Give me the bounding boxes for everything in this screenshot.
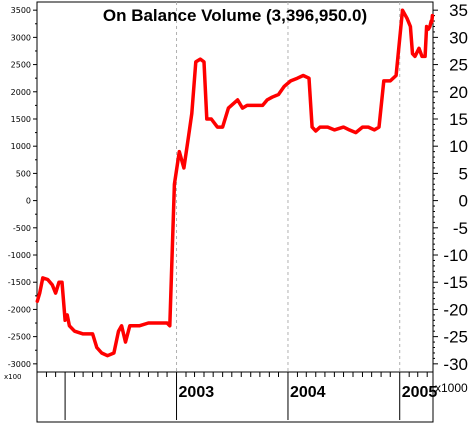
right-tick-label--10: -10 [443,246,468,265]
right-tick-label-0: 0 [459,192,468,211]
right-unit-label: x1000 [435,381,468,395]
right-tick-label--20: -20 [443,300,468,319]
x-tick-label-2005: 2005 [402,384,438,401]
left-tick-label--500: -500 [13,224,31,233]
right-tick-label-5: 5 [459,164,468,183]
right-tick-label-15: 15 [449,110,468,129]
left-tick-label-2000: 2000 [11,88,31,97]
left-tick-label-3000: 3000 [11,33,31,42]
left-unit-label: x100 [4,373,22,381]
series-layer [35,8,435,358]
left-tick-label-2500: 2500 [11,61,31,70]
x-axis: 2003 2004 2005 [45,372,438,420]
year-gridlines [176,2,401,372]
right-tick-label-35: 35 [449,1,468,20]
right-tick-label--25: -25 [443,328,468,347]
x-tick-label-2003: 2003 [179,384,215,401]
left-tick-label-500: 500 [16,169,31,178]
right-y-axis: 35 30 25 20 15 10 5 0 -5 -10 -15 -20 -25 -30 [433,1,468,374]
x-axis-strip [36,371,434,423]
right-tick-label-25: 25 [449,56,468,75]
right-tick-label-20: 20 [449,83,468,102]
right-tick-label--15: -15 [443,273,468,292]
right-tick-label-10: 10 [449,137,468,156]
left-tick-label-3500: 3500 [11,6,31,15]
left-tick-label--2000: -2000 [8,305,31,314]
chart-title: On Balance Volume (3,396,950.0) [103,6,367,25]
left-tick-label--3000: -3000 [8,360,31,369]
plot-area [36,1,434,373]
left-tick-label-0: 0 [26,197,31,206]
left-tick-label--1500: -1500 [8,278,31,287]
right-tick-label-30: 30 [449,28,468,47]
left-tick-label-1500: 1500 [11,115,31,124]
left-tick-label-1000: 1000 [11,142,31,151]
left-tick-label--1000: -1000 [8,251,31,260]
left-y-axis: 3500 3000 2500 2000 1500 1000 500 0 -500 -1000 -15… [8,6,37,369]
right-tick-label--5: -5 [453,219,468,238]
left-tick-label--2500: -2500 [8,333,31,342]
right-tick-label--30: -30 [443,355,468,374]
x-tick-label-2004: 2004 [290,384,326,401]
series-line-0 [35,8,435,358]
